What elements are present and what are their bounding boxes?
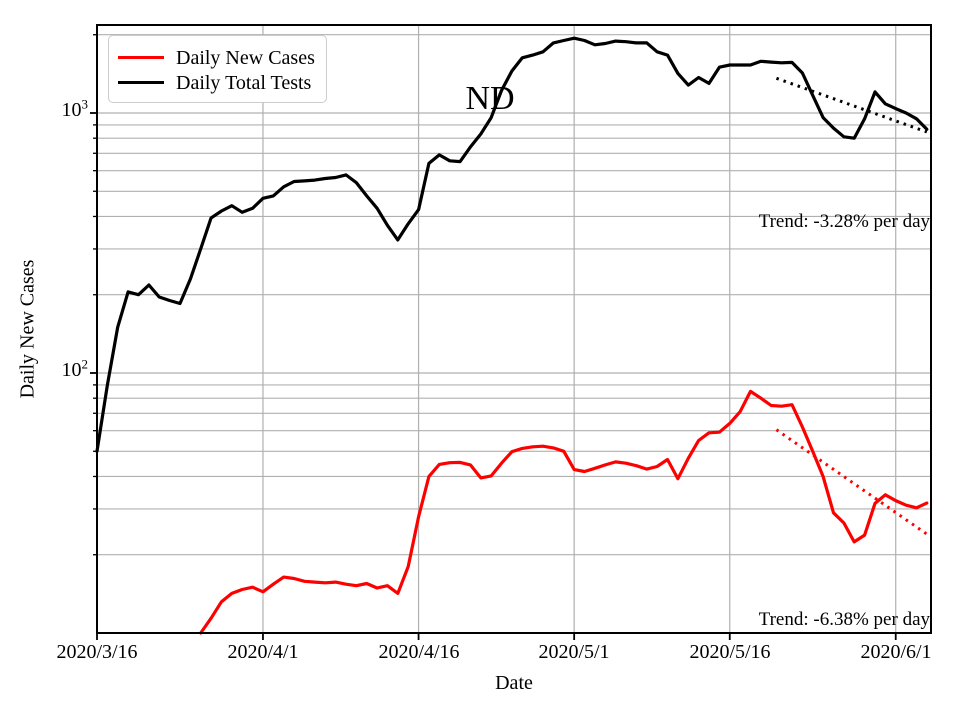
legend-item-daily-new-cases: Daily New Cases [118, 45, 326, 70]
x-axis-label: Date [495, 672, 533, 694]
x-tick-label: 2020/5/16 [689, 641, 771, 663]
x-tick-label: 2020/5/1 [538, 641, 610, 663]
y-tick-base: 10 [61, 99, 82, 121]
x-tick-label: 2020/4/16 [378, 641, 460, 663]
series-line-daily-new-cases [199, 389, 929, 635]
legend-label: Daily Total Tests [176, 71, 312, 94]
black-line-sample [118, 81, 164, 84]
x-tick-label: 2020/3/16 [56, 641, 138, 663]
series-line-daily-total-tests [95, 36, 929, 453]
trend-lines [775, 76, 928, 536]
y-axis-label: Daily New Cases [16, 259, 39, 399]
legend: Daily New Cases Daily Total Tests [108, 35, 327, 103]
y-tick-exponent: 2 [81, 356, 89, 372]
axis-tick-marks [90, 34, 897, 640]
y-tick-base: 10 [61, 359, 82, 381]
legend-label: Daily New Cases [176, 46, 315, 69]
tests-trend-annotation: Trend: -3.28% per day [758, 211, 930, 232]
x-tick-label: 2020/4/1 [227, 641, 299, 663]
y-tick-exponent: 3 [81, 96, 89, 112]
red-line-sample [118, 56, 164, 59]
trend-line-daily-total-tests [775, 76, 928, 134]
gridlines [96, 25, 931, 633]
cases-trend-annotation: Trend: -6.38% per day [758, 609, 930, 630]
plot-frame [96, 24, 932, 634]
y-tick-label-1000: 103 [36, 97, 89, 121]
x-tick-label: 2020/6/1 [860, 641, 932, 663]
trend-line-daily-new-cases [775, 428, 928, 536]
chart-title: ND [465, 80, 515, 117]
y-tick-label-100: 102 [36, 357, 89, 381]
legend-item-daily-total-tests: Daily Total Tests [118, 70, 326, 95]
data-series [95, 36, 929, 635]
